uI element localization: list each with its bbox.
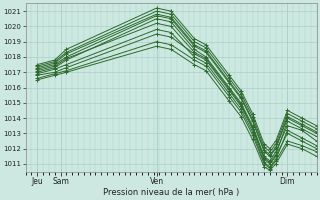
X-axis label: Pression niveau de la mer( hPa ): Pression niveau de la mer( hPa ): [103, 188, 239, 197]
